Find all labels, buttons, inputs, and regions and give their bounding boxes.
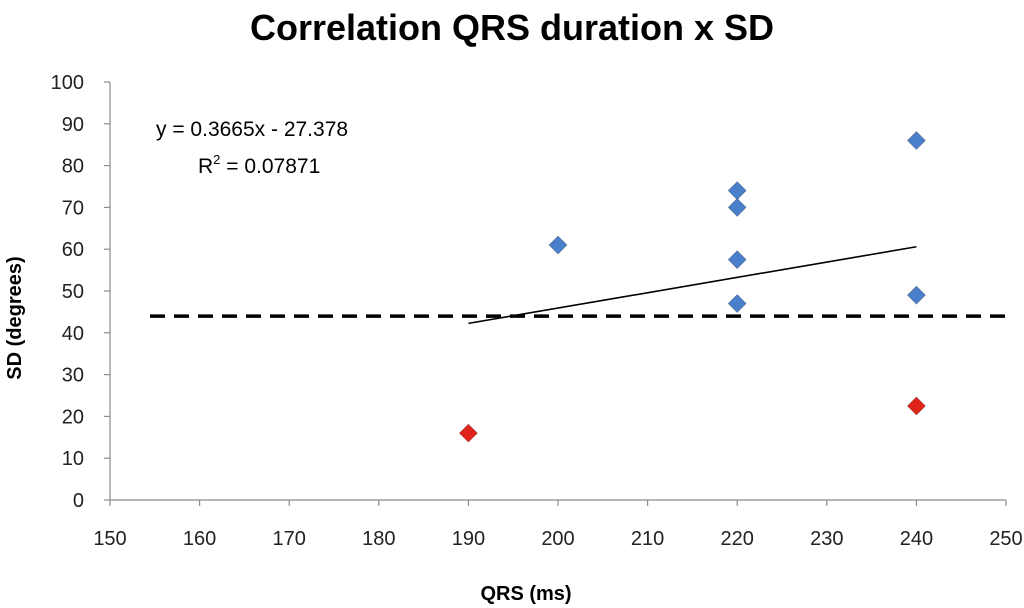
y-tick-label: 100 [51,72,84,94]
y-tick-label: 90 [62,114,84,136]
y-tick-label: 0 [73,490,84,512]
y-tick-label: 70 [62,197,84,219]
x-tick-label: 160 [183,528,216,550]
x-tick-label: 240 [900,528,933,550]
x-tick-label: 200 [541,528,574,550]
data-point-diamond [906,285,926,305]
x-tick-label: 250 [989,528,1022,550]
data-point-diamond [458,423,478,443]
regression-equation: y = 0.3665x - 27.378 [156,118,348,141]
data-point-diamond [548,235,568,255]
data-point-diamond [727,197,747,217]
y-tick-label: 20 [62,406,84,428]
y-tick-label: 60 [62,239,84,261]
data-point-diamond [727,250,747,270]
data-points [458,130,926,443]
x-tick-label: 170 [273,528,306,550]
r-squared-exponent: 2 [213,152,220,167]
trend-line [468,245,917,325]
y-axis-title: SD (degrees) [4,256,26,379]
y-tick-label: 80 [62,156,84,178]
x-axis-title: QRS (ms) [480,583,571,605]
data-point-diamond [727,181,747,201]
y-tick-label: 40 [62,323,84,345]
axes [109,82,1006,501]
y-axis-ticks: 0 10 20 30 40 50 60 70 80 90 100 [51,72,110,512]
y-tick-label: 30 [62,365,84,387]
chart-title: Correlation QRS duration x SD [250,7,774,48]
data-point-diamond [906,396,926,416]
x-tick-label: 190 [452,528,485,550]
y-tick-label: 10 [62,448,84,470]
r-squared-prefix: R [198,155,213,178]
x-axis-ticks: 150 160 170 180 190 200 210 220 230 240 250 [93,500,1023,550]
x-tick-label: 220 [721,528,754,550]
data-point-diamond [727,293,747,314]
r-squared-value: = 0.07871 [220,155,320,178]
x-tick-label: 180 [362,528,395,550]
x-tick-label: 230 [810,528,843,550]
r-squared-annotation: R2 = 0.07871 [198,152,320,178]
data-point-diamond [906,130,926,151]
x-tick-label: 210 [631,528,664,550]
y-tick-label: 50 [62,281,84,303]
x-tick-label: 150 [93,528,126,550]
